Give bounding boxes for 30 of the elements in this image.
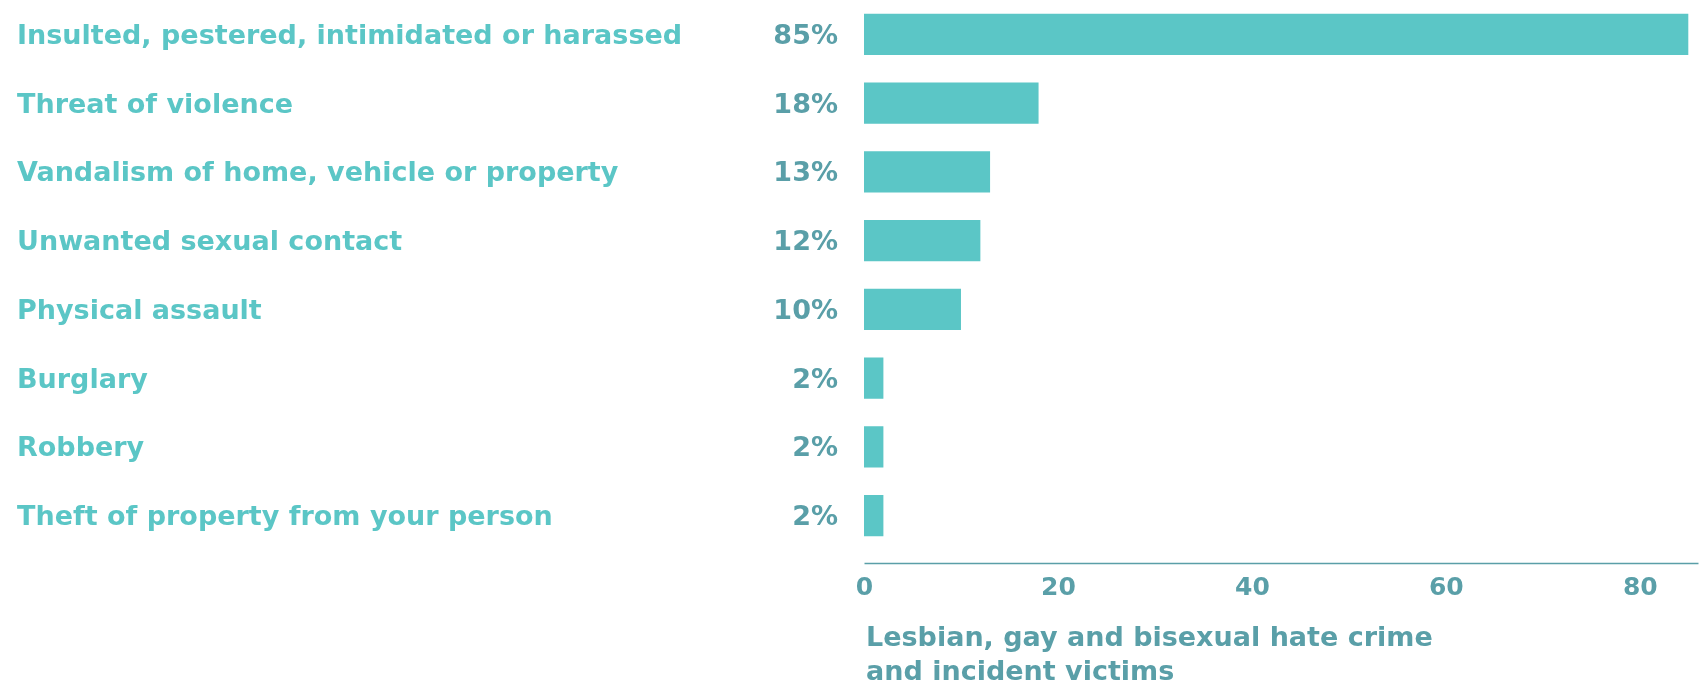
bar (864, 151, 991, 193)
bar (864, 357, 884, 399)
data-label: 2% (792, 500, 838, 532)
x-axis-title: Lesbian, gay and bisexual hate crime and incident victims (866, 621, 1433, 687)
data-label: 85% (773, 18, 838, 50)
x-tick-label: 40 (1235, 571, 1270, 601)
x-tick-label: 0 (855, 571, 874, 601)
bar (864, 82, 1039, 124)
y-tick-label: Vandalism of home, vehicle or property (17, 156, 619, 188)
y-tick-label: Physical assault (17, 293, 262, 325)
data-label: 12% (773, 225, 838, 257)
bar (864, 288, 961, 330)
bar (864, 426, 884, 468)
data-label: 2% (792, 431, 838, 463)
data-label: 18% (773, 87, 838, 119)
y-tick-label: Insulted, pestered, intimidated or harassed (17, 18, 683, 50)
x-tick-label: 80 (1622, 571, 1658, 601)
data-label: 10% (773, 293, 838, 325)
data-label: 2% (792, 362, 838, 394)
bar (864, 13, 1689, 55)
x-tick-label: 20 (1041, 571, 1076, 601)
data-label: 13% (773, 156, 838, 188)
y-tick-label: Theft of property from your person (17, 500, 553, 532)
y-tick-label: Robbery (17, 431, 145, 463)
bar (864, 495, 884, 537)
y-tick-label: Burglary (17, 362, 149, 394)
x-tick-label: 60 (1428, 571, 1464, 601)
y-tick-label: Unwanted sexual contact (17, 225, 403, 257)
bar (864, 220, 981, 262)
y-tick-label: Threat of violence (17, 87, 293, 119)
